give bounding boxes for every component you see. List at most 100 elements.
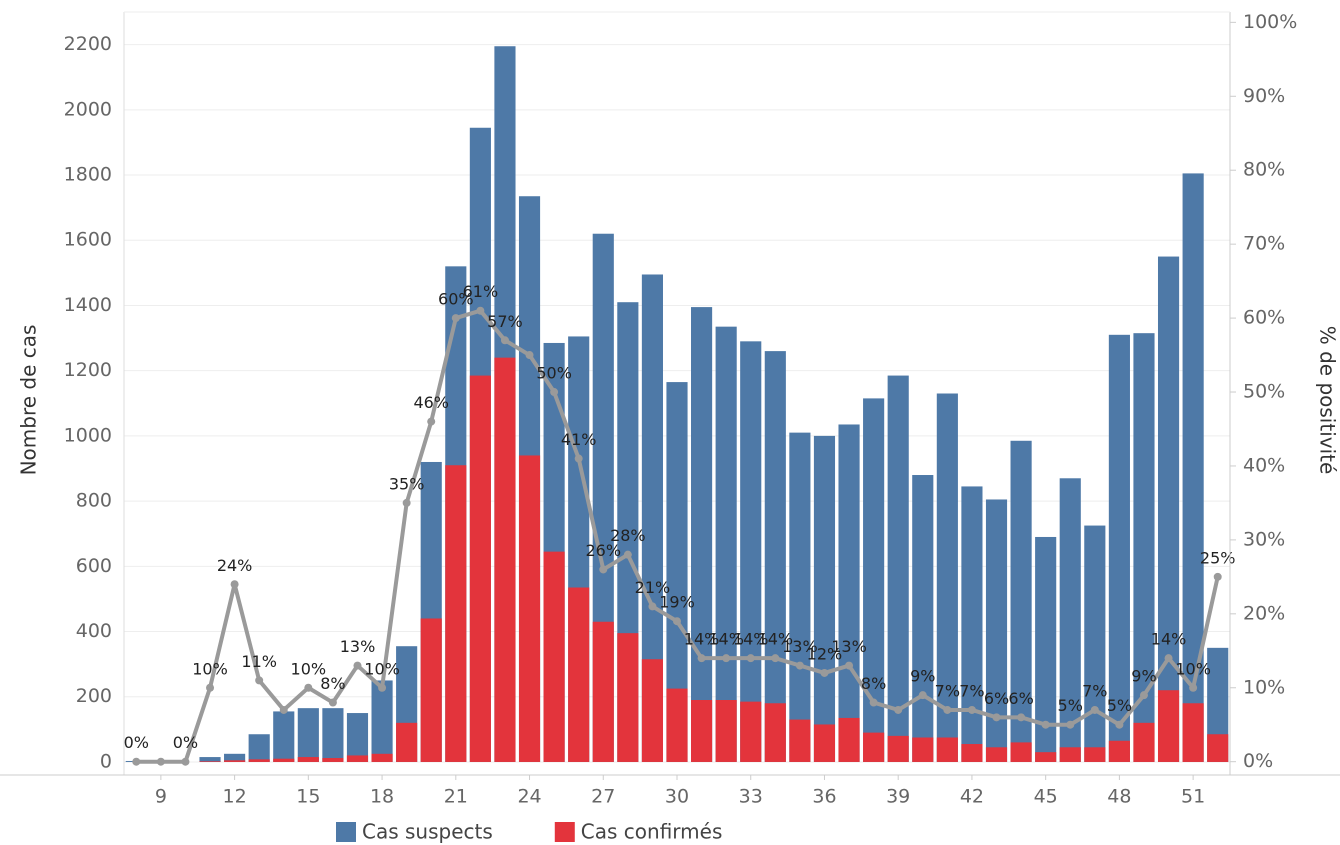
data-label: 9% bbox=[910, 667, 935, 686]
bar bbox=[789, 432, 811, 762]
bar bbox=[518, 455, 541, 762]
bar bbox=[764, 703, 786, 762]
data-label: 14% bbox=[1151, 630, 1187, 649]
line-point bbox=[795, 661, 804, 670]
data-label: 24% bbox=[217, 556, 253, 575]
bar bbox=[691, 700, 713, 762]
y-tick-label: 1200 bbox=[64, 359, 112, 381]
legend-label: Cas suspects bbox=[362, 820, 493, 844]
bar bbox=[1084, 525, 1106, 762]
line-point bbox=[943, 705, 952, 714]
x-tick-label: 48 bbox=[1107, 786, 1131, 808]
data-label: 5% bbox=[1058, 696, 1083, 715]
line-point bbox=[353, 661, 362, 670]
bar bbox=[936, 393, 958, 762]
data-label: 10% bbox=[1175, 659, 1211, 678]
line-point bbox=[1041, 720, 1050, 729]
data-label: 8% bbox=[320, 674, 345, 693]
bar bbox=[740, 701, 762, 762]
line-point bbox=[255, 676, 264, 685]
bar bbox=[224, 753, 246, 762]
bar bbox=[1059, 747, 1081, 762]
data-label: 28% bbox=[610, 526, 646, 545]
line-point bbox=[722, 654, 731, 663]
data-label: 35% bbox=[389, 474, 425, 493]
line-point bbox=[230, 580, 239, 589]
bar bbox=[1157, 690, 1180, 762]
data-label: 14% bbox=[708, 630, 744, 649]
line-point bbox=[1189, 683, 1198, 692]
bar bbox=[961, 744, 983, 762]
line-point bbox=[673, 617, 681, 626]
bar bbox=[740, 341, 762, 762]
data-label: 21% bbox=[635, 578, 671, 597]
bar bbox=[961, 486, 983, 762]
line-point bbox=[894, 705, 903, 714]
line-point bbox=[156, 757, 165, 766]
bar bbox=[248, 734, 270, 762]
line-point bbox=[525, 351, 534, 360]
bar bbox=[641, 659, 663, 762]
y-tick-label: 600 bbox=[76, 555, 112, 577]
line-point bbox=[132, 757, 141, 766]
y2-tick-label: 70% bbox=[1243, 233, 1285, 255]
line-point bbox=[771, 654, 780, 663]
line-point bbox=[1115, 720, 1124, 729]
bar bbox=[199, 757, 221, 762]
line-point bbox=[1066, 720, 1075, 729]
line-point bbox=[599, 565, 608, 574]
bar bbox=[617, 633, 639, 762]
data-label: 7% bbox=[959, 681, 984, 700]
y-tick-label: 800 bbox=[76, 490, 112, 512]
data-label: 9% bbox=[1131, 667, 1156, 686]
bar bbox=[1010, 742, 1032, 762]
legend-swatch bbox=[336, 822, 356, 842]
line-point bbox=[648, 602, 657, 611]
bar bbox=[863, 732, 885, 762]
x-tick-label: 36 bbox=[812, 786, 836, 808]
data-label: 46% bbox=[413, 393, 449, 412]
bar bbox=[1084, 747, 1106, 762]
bar bbox=[346, 755, 369, 762]
x-tick-label: 45 bbox=[1034, 786, 1058, 808]
data-label: 11% bbox=[241, 652, 277, 671]
x-tick-label: 18 bbox=[370, 786, 394, 808]
data-label: 12% bbox=[807, 644, 843, 663]
bar bbox=[1133, 722, 1155, 762]
line-point bbox=[550, 388, 559, 397]
y-tick-label: 1800 bbox=[64, 164, 112, 186]
bar bbox=[322, 758, 344, 762]
line-point bbox=[1213, 572, 1222, 581]
y-tick-label: 2200 bbox=[64, 33, 112, 55]
line-point bbox=[279, 705, 288, 714]
bar bbox=[396, 722, 418, 762]
y2-tick-label: 30% bbox=[1243, 528, 1285, 550]
bar bbox=[445, 465, 467, 762]
y2-tick-label: 50% bbox=[1243, 381, 1285, 403]
data-label: 57% bbox=[487, 312, 523, 331]
data-label: 10% bbox=[364, 659, 400, 678]
x-tick-label: 21 bbox=[444, 786, 468, 808]
bar bbox=[1010, 440, 1032, 762]
bar bbox=[371, 680, 393, 762]
bar bbox=[371, 753, 393, 762]
bar bbox=[1035, 752, 1057, 762]
x-tick-label: 42 bbox=[960, 786, 984, 808]
y2-tick-label: 20% bbox=[1243, 602, 1285, 624]
bar bbox=[273, 758, 295, 762]
y2-tick-label: 40% bbox=[1243, 454, 1285, 476]
line-point bbox=[402, 498, 411, 507]
bar bbox=[494, 357, 516, 762]
data-label: 41% bbox=[561, 430, 597, 449]
line-point bbox=[1017, 713, 1026, 722]
data-label: 14% bbox=[758, 630, 794, 649]
y2-tick-label: 10% bbox=[1243, 676, 1285, 698]
data-label: 26% bbox=[585, 541, 621, 560]
bar bbox=[273, 711, 295, 762]
legend-swatch bbox=[554, 822, 575, 842]
bar bbox=[838, 717, 860, 762]
line-point bbox=[1090, 705, 1099, 714]
y-tick-label: 400 bbox=[76, 620, 112, 642]
line-point bbox=[574, 454, 583, 463]
